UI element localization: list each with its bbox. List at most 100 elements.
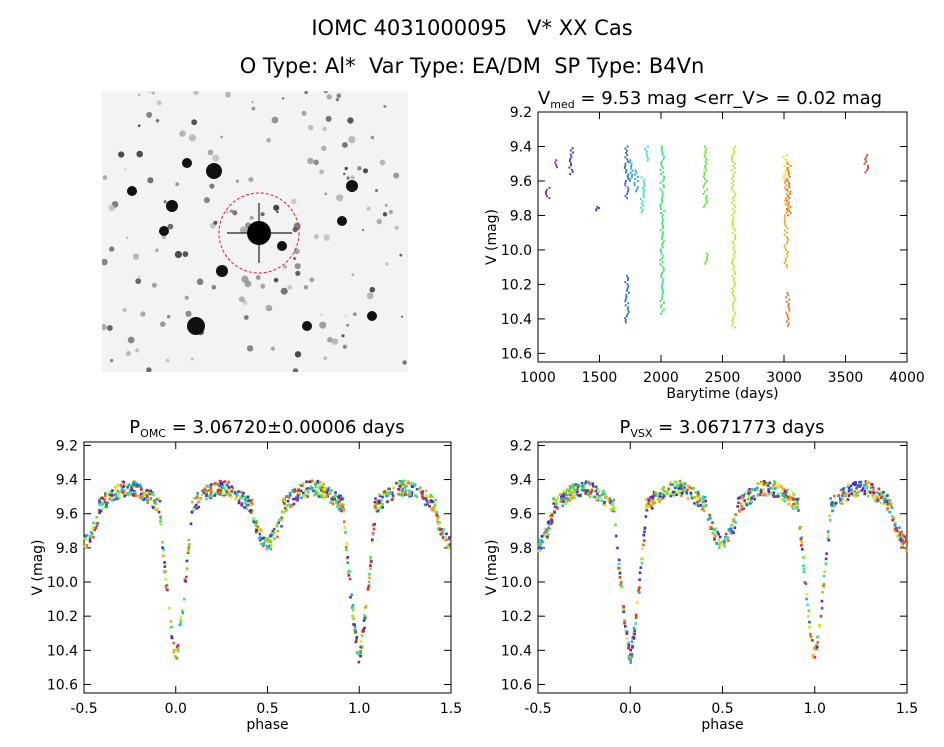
data-point <box>732 257 734 260</box>
data-point <box>662 227 664 229</box>
data-point <box>751 488 754 492</box>
data-point <box>661 497 665 500</box>
data-point <box>732 294 735 297</box>
data-point <box>732 248 735 251</box>
data-point <box>317 483 321 486</box>
star <box>376 218 382 225</box>
data-point <box>731 242 734 245</box>
data-point <box>584 492 587 495</box>
data-point <box>787 162 789 165</box>
data-point <box>795 507 798 510</box>
data-point <box>283 511 286 514</box>
data-point <box>605 496 608 499</box>
data-point <box>152 493 155 497</box>
data-point <box>830 503 833 507</box>
data-point <box>566 488 570 492</box>
data-point <box>537 549 541 553</box>
data-point <box>675 493 678 496</box>
data-point <box>351 614 354 618</box>
data-point <box>731 320 734 323</box>
data-point <box>783 233 786 236</box>
data-point <box>676 490 680 493</box>
data-point <box>364 616 368 619</box>
data-point <box>181 611 185 615</box>
data-point <box>254 530 258 534</box>
data-point <box>431 508 434 512</box>
data-point <box>550 512 553 515</box>
data-point <box>660 287 663 289</box>
data-point <box>306 491 310 494</box>
data-point <box>323 488 327 492</box>
data-point <box>878 493 882 496</box>
data-point <box>659 205 662 208</box>
data-point <box>282 496 285 500</box>
data-point <box>628 655 632 659</box>
data-point <box>434 510 437 514</box>
data-point <box>104 505 107 509</box>
data-point <box>728 532 732 535</box>
data-point <box>542 533 545 537</box>
data-point <box>863 484 866 487</box>
data-point <box>143 492 146 495</box>
data-point <box>580 487 584 491</box>
star <box>132 253 140 260</box>
data-point <box>126 486 129 489</box>
data-point <box>629 661 632 664</box>
star <box>307 157 314 165</box>
data-point <box>343 526 347 529</box>
data-point <box>645 150 648 153</box>
data-point <box>844 492 848 495</box>
data-point <box>786 242 788 245</box>
star <box>375 189 378 192</box>
data-point <box>549 519 553 522</box>
data-point <box>572 486 575 489</box>
data-point <box>627 190 629 193</box>
data-point <box>792 497 795 500</box>
data-point <box>661 289 664 292</box>
star <box>321 145 327 151</box>
data-point <box>632 635 635 639</box>
data-point <box>788 498 792 501</box>
data-point <box>219 482 223 485</box>
data-point <box>696 501 699 504</box>
data-point <box>381 495 384 499</box>
data-point <box>329 496 333 500</box>
data-point <box>663 494 666 498</box>
data-point <box>594 495 598 498</box>
data-point <box>809 632 812 636</box>
y-tick-label: 9.8 <box>510 541 532 557</box>
data-point <box>280 516 283 519</box>
data-point <box>797 509 800 512</box>
data-point <box>883 501 887 504</box>
data-point <box>734 205 736 208</box>
star <box>319 321 327 329</box>
data-point <box>214 491 217 495</box>
data-point <box>767 488 770 491</box>
data-point <box>823 570 826 573</box>
data-point <box>568 160 571 163</box>
data-point <box>784 492 787 496</box>
data-point <box>839 499 842 502</box>
data-point <box>237 501 241 505</box>
data-point <box>633 173 636 176</box>
data-point <box>112 498 116 501</box>
y-tick-label: 10.4 <box>501 312 532 328</box>
data-point <box>85 545 88 549</box>
data-point <box>275 525 279 528</box>
star <box>347 117 354 124</box>
data-point <box>704 167 707 169</box>
data-point <box>788 201 790 204</box>
data-point <box>91 536 95 539</box>
data-point <box>540 535 544 538</box>
data-point <box>572 495 576 498</box>
data-point <box>205 494 208 497</box>
data-point <box>270 533 273 537</box>
data-point <box>627 306 630 309</box>
data-point <box>661 194 664 197</box>
data-point <box>538 541 542 544</box>
data-point <box>625 632 629 635</box>
data-point <box>399 483 402 487</box>
data-point <box>755 486 759 490</box>
data-point <box>324 487 327 490</box>
data-point <box>692 486 696 490</box>
